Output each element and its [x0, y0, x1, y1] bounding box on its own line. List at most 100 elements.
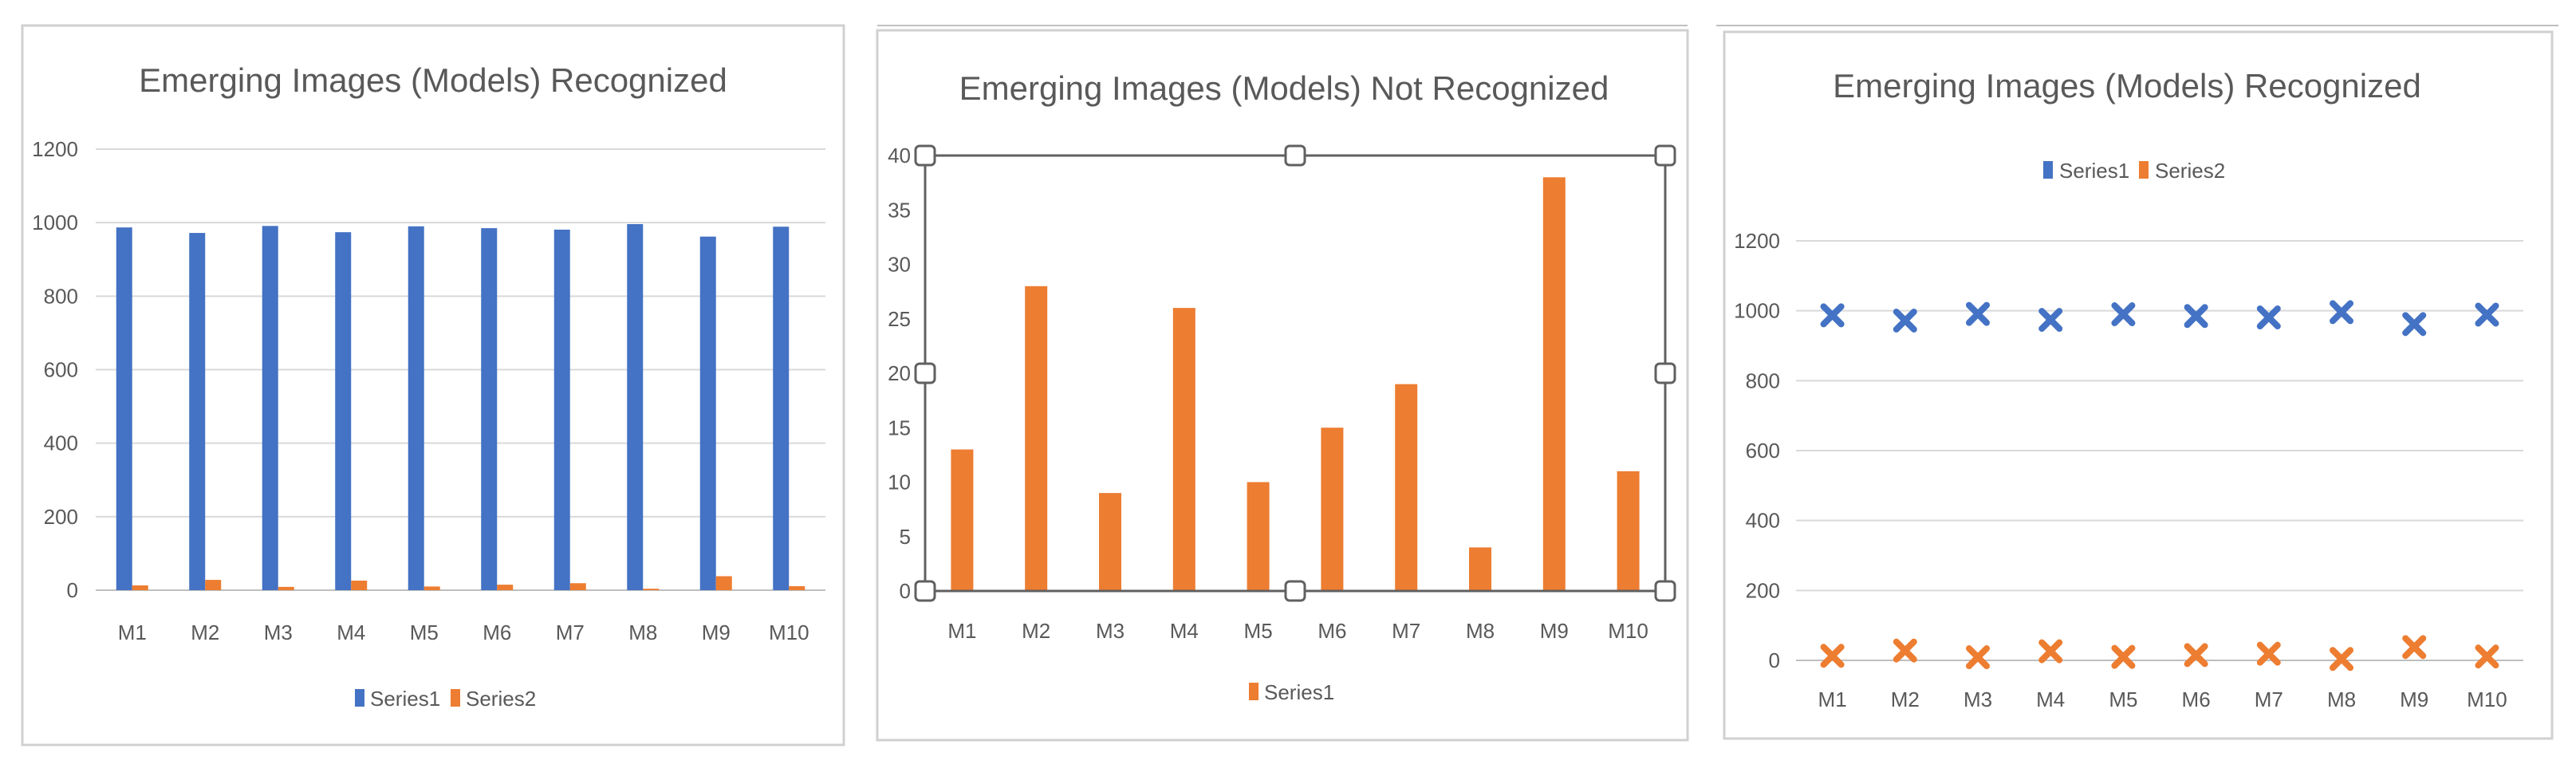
bar-series2	[423, 586, 440, 590]
legend-label-series2: Series2	[466, 687, 536, 711]
legend-label-series2: Series2	[2155, 159, 2225, 183]
chart-2-frame	[876, 29, 1689, 742]
chart-panel-2[interactable]: Emerging Images (Models) Not Recognized …	[869, 0, 1699, 780]
marker-series2	[1820, 644, 1845, 668]
marker-series2	[2038, 639, 2063, 664]
marker-series1	[2184, 304, 2208, 329]
marker-series2	[2111, 644, 2136, 669]
x-tick-label: M7	[2255, 687, 2283, 711]
x-tick-label: M8	[628, 620, 657, 644]
x-tick-label: M1	[1818, 687, 1847, 711]
resize-handle[interactable]	[1654, 362, 1676, 384]
chart-1-svg: Emerging Images (Models) Recognized 0 200…	[21, 24, 845, 747]
x-tick-label: M2	[1022, 619, 1050, 643]
y-tick-label: 20	[888, 361, 911, 385]
x-tick-label: M2	[191, 620, 219, 644]
marker-series1	[2330, 300, 2353, 325]
legend-swatch-series2	[451, 689, 460, 707]
y-tick-label: 400	[44, 431, 78, 455]
chart-3-svg: Emerging Images (Models) Recognized Seri…	[1716, 25, 2558, 740]
bar-series1	[773, 227, 790, 590]
x-tick-label: M5	[410, 620, 439, 644]
y-tick-label: 35	[888, 198, 911, 222]
y-tick-label: 800	[1746, 368, 1780, 392]
bar-series1	[627, 224, 644, 590]
legend-label-series1: Series1	[2059, 159, 2129, 183]
marker-series1	[1966, 301, 1990, 326]
y-tick-label: 10	[888, 471, 911, 494]
y-tick-label: 400	[1746, 509, 1780, 533]
bar-series2	[569, 583, 586, 590]
bar-series1	[1247, 482, 1270, 591]
y-tick-label: 1200	[32, 137, 78, 161]
y-tick-label: 0	[1769, 648, 1780, 672]
chart-3-frame	[1723, 30, 2554, 740]
marker-series1	[2038, 308, 2063, 333]
marker-series2	[2184, 643, 2208, 668]
x-tick-label: M6	[483, 620, 511, 644]
legend-swatch-series2	[2139, 161, 2149, 179]
marker-series2	[2475, 644, 2499, 669]
bar-series1	[262, 226, 278, 590]
chart-2-svg: Emerging Images (Models) Not Recognized …	[876, 25, 1689, 742]
chart-1-frame	[21, 24, 845, 747]
x-tick-label: M6	[2182, 687, 2211, 711]
x-tick-label: M8	[1466, 619, 1495, 643]
bar-series2	[132, 585, 148, 590]
bar-series2	[643, 589, 660, 590]
legend-swatch-series1	[1249, 683, 1258, 700]
resize-handle[interactable]	[1654, 144, 1676, 167]
y-tick-label: 800	[44, 284, 78, 308]
x-tick-label: M5	[1244, 619, 1273, 643]
bar-series1	[189, 233, 206, 590]
bar-series1	[553, 229, 570, 590]
chart-2-legend: Series1	[1249, 680, 1334, 704]
resize-handle[interactable]	[1654, 580, 1676, 602]
chart-2-title: Emerging Images (Models) Not Recognized	[959, 69, 1609, 107]
x-tick-label: M5	[2109, 687, 2137, 711]
resize-handle[interactable]	[1284, 144, 1306, 167]
chart-3-legend: Series1 Series2	[2043, 159, 2225, 183]
x-tick-label: M10	[1608, 619, 1648, 643]
bar-series2	[351, 581, 368, 590]
marker-series1	[2256, 305, 2281, 329]
y-tick-label: 5	[900, 525, 911, 549]
bar-series2	[789, 585, 805, 590]
x-tick-label: M9	[1540, 619, 1569, 643]
bar-series1	[1395, 384, 1418, 591]
bar-series1	[1469, 547, 1491, 591]
bar-series1	[116, 227, 132, 590]
y-tick-label: 1000	[32, 211, 78, 234]
x-tick-label: M9	[702, 620, 731, 644]
resize-handle[interactable]	[914, 144, 936, 167]
y-tick-label: 0	[67, 578, 78, 602]
marker-series1	[2402, 312, 2427, 337]
y-tick-label: 200	[1746, 578, 1780, 602]
marker-series2	[1966, 645, 1990, 670]
legend-label-series1: Series1	[370, 687, 440, 711]
resize-handle[interactable]	[914, 362, 936, 384]
x-tick-label: M6	[1318, 619, 1346, 643]
bar-series1	[699, 236, 716, 590]
y-tick-label: 15	[888, 416, 911, 439]
marker-series1	[1893, 308, 1917, 333]
x-tick-label: M1	[947, 619, 976, 643]
marker-series1	[2475, 302, 2499, 327]
y-tick-label: 600	[44, 358, 78, 382]
resize-handle[interactable]	[1284, 580, 1306, 602]
x-tick-label: M9	[2400, 687, 2428, 711]
x-tick-label: M10	[769, 620, 809, 644]
bar-series1	[1025, 286, 1048, 591]
bar-series1	[1172, 308, 1195, 591]
chart-panel-1[interactable]: Emerging Images (Models) Recognized 0 200…	[16, 0, 852, 780]
legend-swatch-series1	[355, 689, 364, 707]
bar-series1	[1321, 427, 1344, 591]
chart-panel-3[interactable]: Emerging Images (Models) Recognized Seri…	[1716, 0, 2563, 780]
resize-handle[interactable]	[914, 580, 936, 602]
bar-series2	[497, 585, 514, 590]
y-tick-label: 40	[888, 144, 911, 167]
x-tick-label: M4	[337, 620, 365, 644]
bar-series1	[481, 228, 498, 590]
chart-1-legend: Series1 Series2	[355, 687, 536, 711]
x-tick-label: M10	[2467, 687, 2507, 711]
